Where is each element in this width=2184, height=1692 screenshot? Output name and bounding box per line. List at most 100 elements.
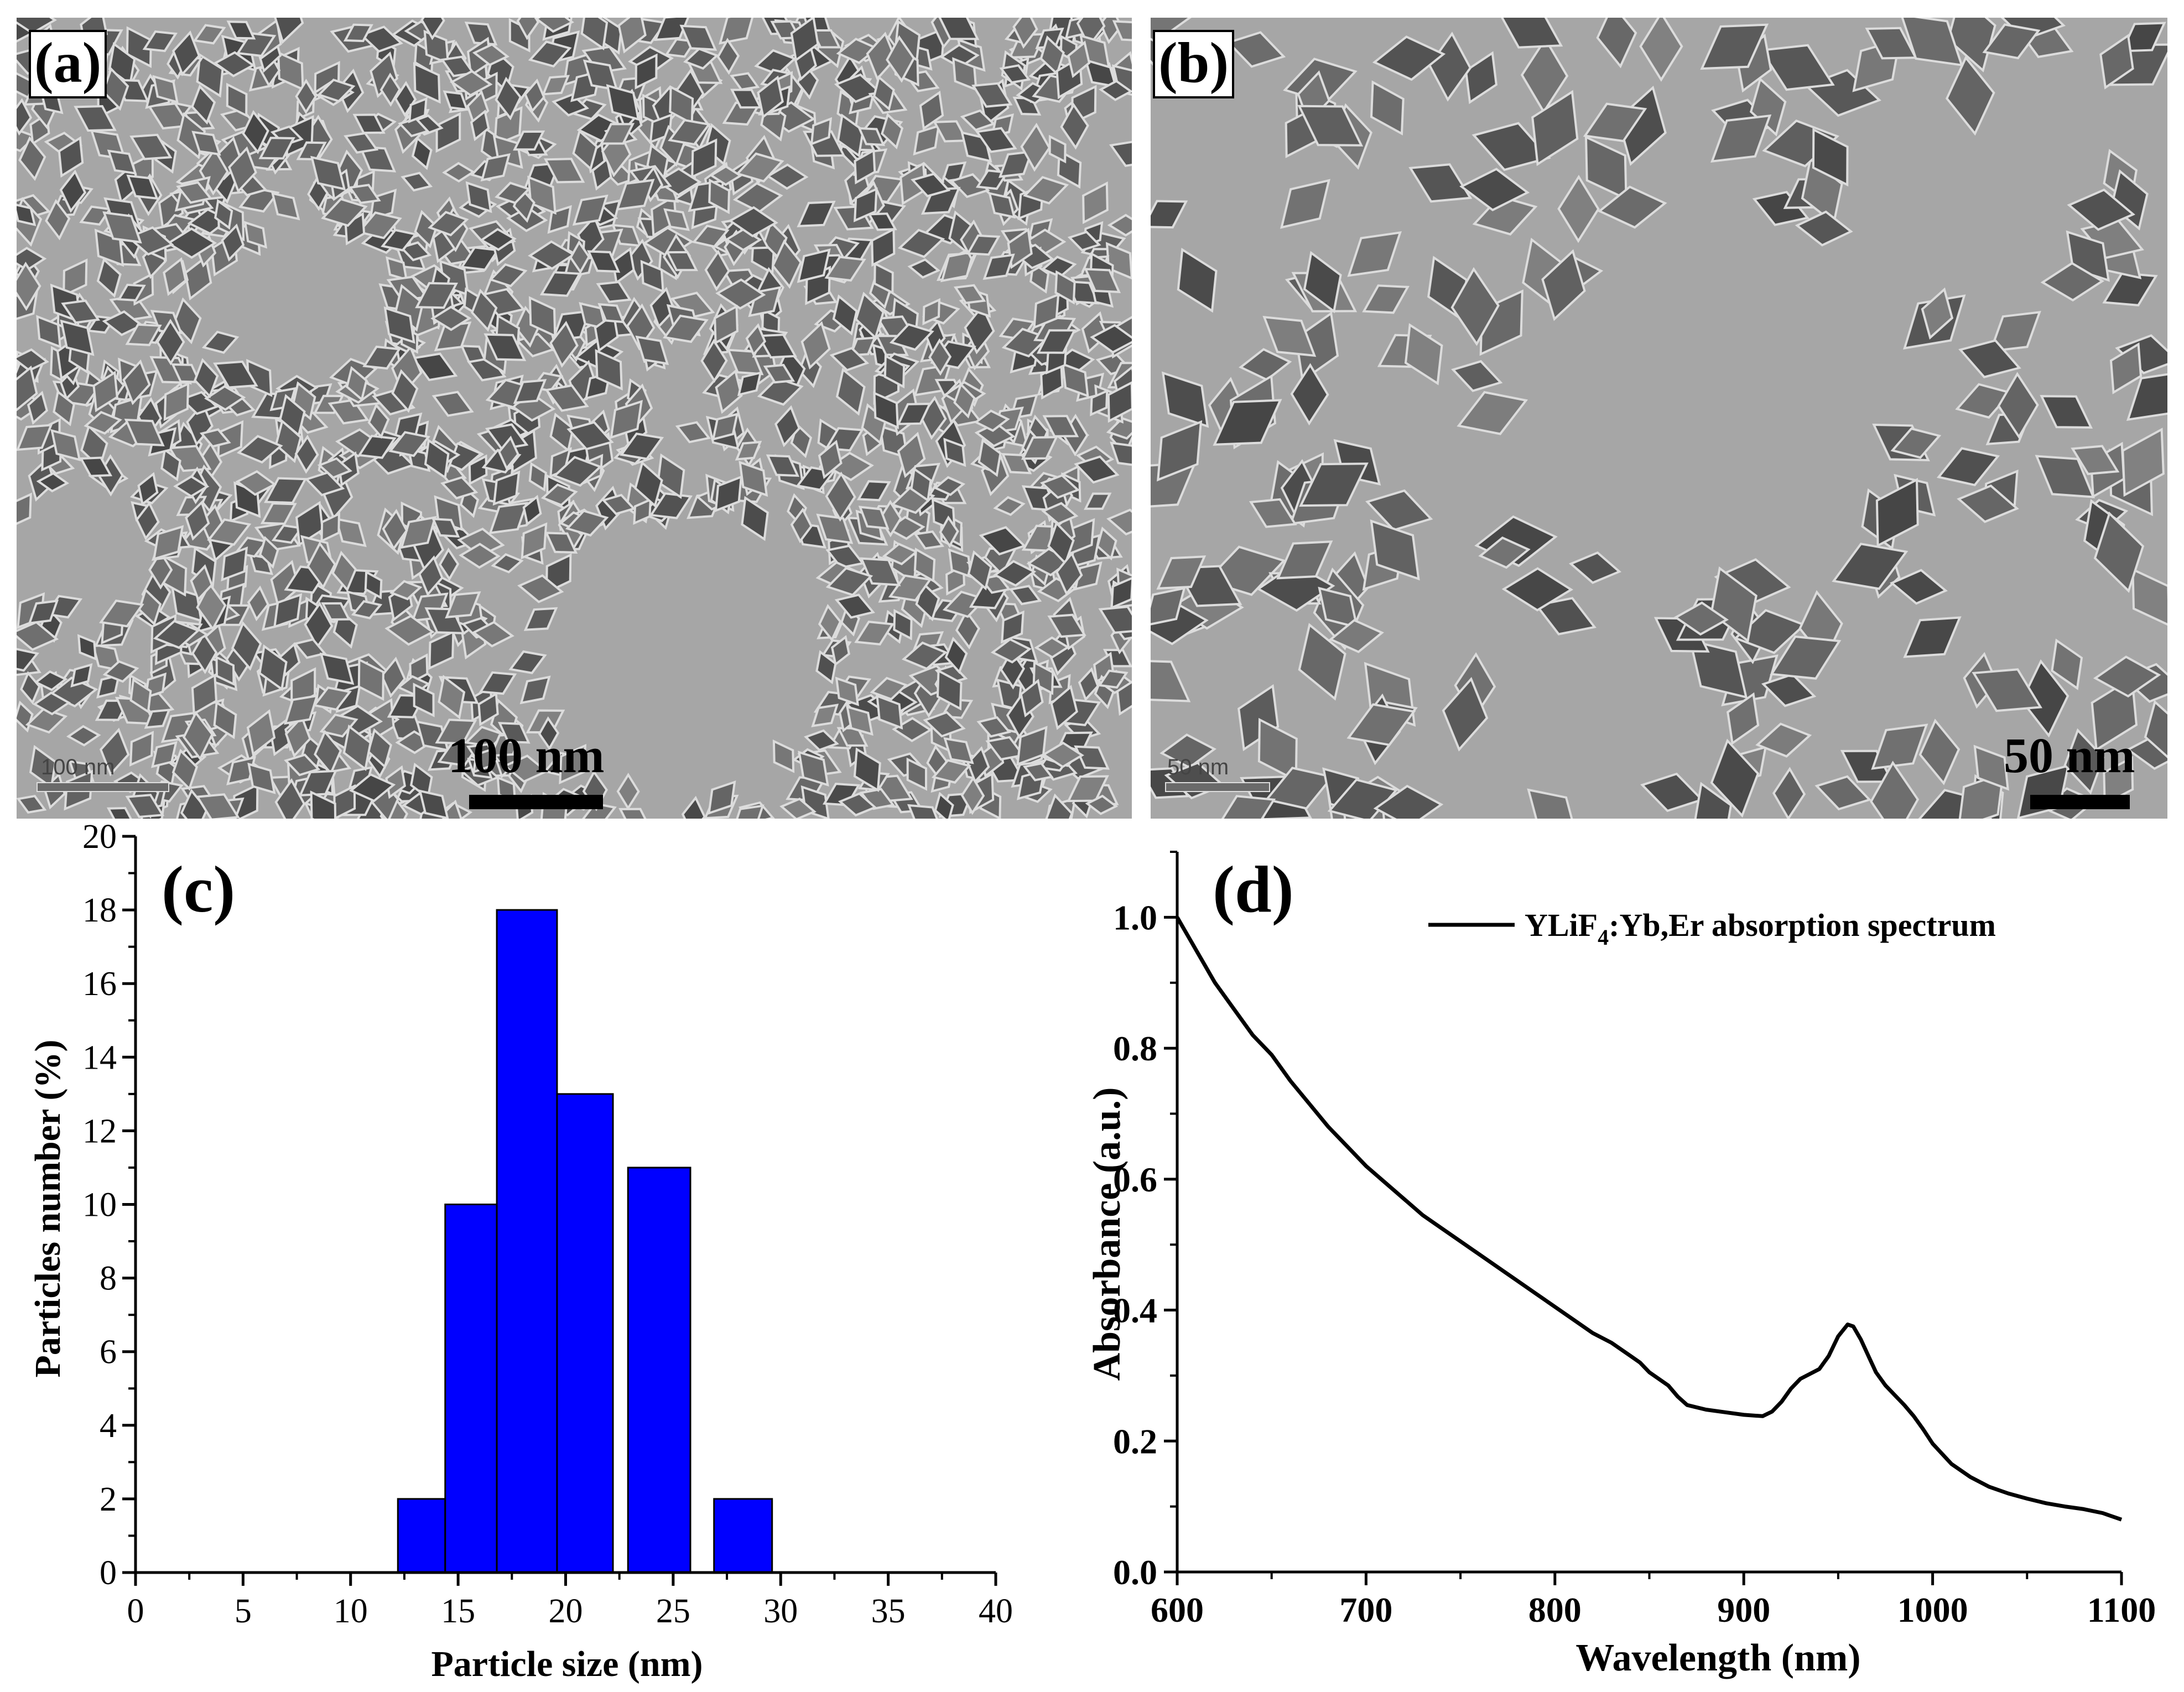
nanoparticle [619, 433, 664, 460]
nanoparticle [152, 525, 184, 561]
nanoparticle [213, 51, 256, 77]
nanoparticle [549, 412, 575, 452]
nanoparticle [836, 113, 865, 158]
nanoparticle [974, 409, 1010, 432]
nanoparticle [1370, 519, 1420, 581]
nanoparticle [226, 20, 256, 40]
nanoparticle [1541, 249, 1586, 321]
nanoparticle [1098, 669, 1129, 689]
nanoparticle [488, 263, 528, 288]
nanoparticle [871, 227, 896, 267]
nanoparticle [320, 512, 340, 543]
nanoparticle [876, 694, 903, 730]
nanoparticle [1814, 775, 1872, 811]
nanoparticle [859, 788, 895, 810]
nanoparticle [1527, 788, 1573, 819]
nanoparticle [559, 743, 587, 785]
nanoparticle [754, 49, 797, 76]
nanoparticle [804, 729, 839, 752]
nanoparticle [357, 434, 397, 459]
x-tick-label: 35 [871, 1592, 906, 1630]
nanoparticle [1772, 767, 1806, 819]
nanoparticles [1151, 18, 2167, 819]
y-tick-label: 12 [82, 1112, 117, 1150]
nanoparticle [243, 221, 268, 249]
nanoparticle [1871, 723, 1928, 770]
panel-label-a: (a) [29, 30, 107, 98]
nanoparticle [389, 580, 423, 601]
nanoparticle [913, 547, 936, 583]
x-tick-label: 800 [1528, 1590, 1582, 1629]
nanoparticle [704, 249, 730, 291]
nanoparticle [1761, 673, 1817, 707]
nanoparticle [854, 620, 895, 646]
nanoparticle [528, 240, 576, 270]
nanoparticle [1055, 551, 1083, 596]
spectrum-panel-d: (d) 600 700 800 900 1000 1100 0.0 0.2 0.4 0.6 0.8 1… [1084, 824, 2184, 1692]
nanoparticle [410, 762, 433, 800]
nanoparticle [1012, 18, 1038, 49]
nanoparticle [513, 130, 545, 151]
nanoparticle [1045, 793, 1073, 819]
nanoparticle [102, 660, 139, 683]
nanoparticle [922, 298, 940, 326]
y-tick-label: 6 [100, 1334, 117, 1371]
nanoparticle [415, 282, 459, 309]
y-tick-label: 0.4 [1113, 1291, 1157, 1330]
x-tick-label: 20 [549, 1592, 583, 1630]
nanoparticle [430, 305, 472, 331]
nanoparticle [1727, 692, 1760, 746]
nanoparticle [1084, 492, 1112, 510]
legend-text-main: YLiF [1525, 907, 1598, 943]
nanoparticle [825, 566, 873, 596]
nanoparticle [428, 630, 455, 670]
tem-image-a [17, 18, 1132, 819]
x-tick-label: 1100 [2087, 1590, 2156, 1629]
nanoparticle [400, 516, 437, 549]
nanoparticle [382, 508, 408, 551]
nanoparticle [2093, 655, 2161, 698]
nanoparticle [663, 208, 690, 231]
nanoparticle [385, 765, 406, 799]
nanoparticle [540, 483, 578, 507]
nanoparticle [522, 494, 542, 527]
nanoparticle [649, 287, 675, 329]
nanoparticle [606, 84, 640, 121]
histogram-bar [444, 1204, 498, 1574]
nanoparticle [1596, 18, 1637, 69]
nanoparticle [513, 379, 547, 404]
nanoparticle [1958, 772, 2005, 819]
nanoparticle [163, 257, 187, 296]
nanoparticle [618, 808, 647, 819]
nanoparticle [411, 136, 433, 170]
nanoparticle [971, 82, 1013, 108]
nanoparticle [1890, 427, 1942, 459]
nanoparticle [449, 70, 493, 97]
nanoparticle [1067, 775, 1109, 803]
y-tick-label: 1.0 [1113, 898, 1157, 937]
nanoparticle [423, 29, 450, 65]
nanoparticle [952, 57, 977, 92]
nanoparticle [1982, 23, 2041, 60]
nanoparticle [1107, 214, 1132, 237]
nanoparticle [1404, 323, 1443, 386]
nanoparticle [1151, 586, 1186, 626]
nanoparticle [811, 704, 839, 727]
nanoparticle [2121, 428, 2165, 497]
nanoparticle [440, 476, 479, 499]
nanoparticle [472, 747, 494, 774]
nanoparticle [919, 90, 944, 131]
nanoparticle [579, 302, 607, 330]
nanoparticle [431, 391, 474, 417]
nanoparticle [17, 424, 53, 451]
nanoparticle [310, 790, 337, 819]
nanoparticle [1457, 391, 1528, 435]
nanoparticle [321, 602, 351, 621]
nanoparticle [1249, 498, 1297, 528]
nanoparticle [1710, 738, 1760, 818]
nanoparticle [953, 382, 976, 419]
x-tick-label: 700 [1339, 1590, 1392, 1629]
nanoparticle [735, 440, 762, 461]
nanoparticle [1890, 569, 1948, 605]
nanoparticle [17, 262, 41, 311]
